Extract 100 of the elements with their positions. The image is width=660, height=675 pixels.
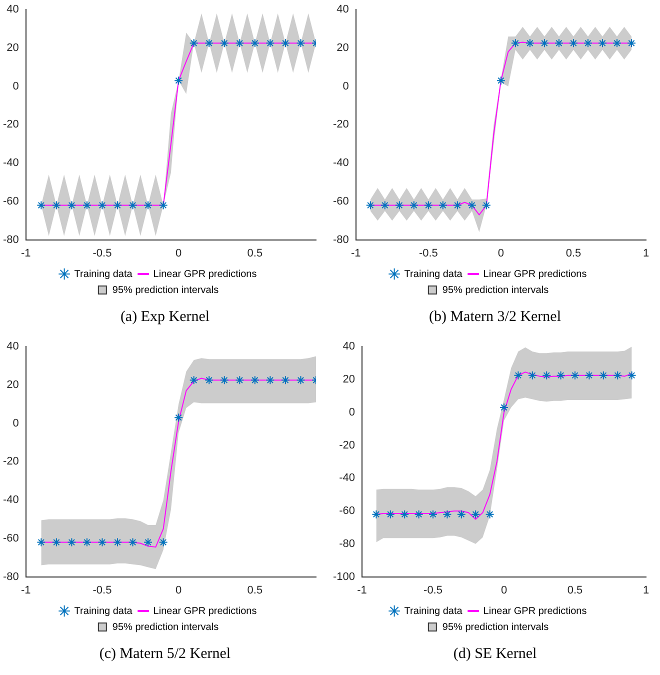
legend-label: Linear GPR predictions	[153, 268, 257, 280]
point	[296, 376, 306, 385]
point	[220, 376, 229, 385]
legend-label: Linear GPR predictions	[483, 268, 587, 280]
x-tick-label: -1	[357, 584, 367, 596]
text: (c) Matern 5/2 Kernel	[98, 646, 232, 663]
point	[542, 370, 552, 380]
point	[67, 200, 76, 210]
point	[36, 538, 46, 547]
point	[52, 538, 61, 547]
point	[598, 370, 608, 380]
y-tick-label: 40	[336, 4, 349, 16]
y-tick-label: -60	[2, 195, 19, 208]
point	[467, 200, 476, 210]
point	[158, 200, 168, 210]
y-tick-label: -40	[2, 157, 19, 170]
point	[204, 38, 214, 48]
legend-label: 95% prediction intervals	[112, 284, 219, 296]
point	[394, 200, 404, 210]
y-tick-label: -80	[339, 538, 356, 550]
point	[128, 538, 138, 547]
point	[510, 38, 520, 48]
y-tick-label: -40	[339, 472, 356, 484]
x-tick-label: 0	[500, 584, 508, 596]
y-tick-label: -20	[332, 118, 349, 131]
point	[52, 200, 61, 210]
point	[442, 510, 452, 519]
y-tick-label: 0	[12, 80, 19, 92]
point	[452, 200, 462, 210]
point	[98, 200, 107, 210]
point	[82, 538, 92, 547]
x-tick-label: 1	[642, 247, 650, 260]
legend-label: 95% prediction intervals	[442, 284, 549, 296]
point	[235, 38, 244, 48]
x-tick-label: 0.5	[247, 247, 263, 260]
y-tick-label: 20	[6, 42, 19, 54]
y-tick-label: -60	[332, 195, 349, 208]
point	[414, 510, 424, 519]
point	[627, 370, 636, 380]
point	[626, 38, 636, 48]
text: (d) SE Kernel	[452, 646, 538, 663]
point	[556, 370, 566, 380]
text: (b) Matern 3/2 Kernel	[428, 309, 562, 326]
legend-label: Training data	[404, 268, 463, 280]
x-tick-label: 1	[642, 584, 650, 596]
point	[485, 510, 494, 519]
point	[144, 200, 153, 210]
text: (a) Exp Kernel	[119, 309, 211, 326]
point	[266, 376, 275, 385]
point	[568, 38, 578, 48]
y-tick-label: -20	[339, 439, 356, 452]
point	[424, 200, 433, 210]
point	[386, 510, 395, 519]
point	[113, 538, 122, 547]
y-tick-label: -20	[2, 118, 19, 131]
y-tick-label: -60	[2, 532, 19, 544]
point	[128, 200, 138, 210]
point	[67, 538, 76, 547]
point	[380, 200, 390, 210]
point	[204, 376, 214, 385]
point	[250, 38, 260, 48]
y-tick-label: 20	[342, 374, 356, 386]
point	[482, 200, 491, 210]
x-tick-label: 0	[176, 247, 182, 260]
point	[584, 370, 594, 380]
x-tick-label: 0	[176, 584, 182, 596]
point	[500, 402, 509, 412]
x-tick-label: -0.5	[92, 584, 112, 596]
point	[598, 38, 607, 48]
point	[280, 376, 290, 385]
x-tick-label: 0	[498, 247, 504, 260]
y-tick-label: 40	[6, 340, 19, 353]
point	[612, 38, 622, 48]
point	[189, 376, 198, 385]
legend-label: Linear GPR predictions	[153, 606, 257, 617]
x-tick-label: 0.5	[566, 247, 582, 260]
legend-label: 95% prediction intervals	[442, 622, 549, 633]
point	[266, 38, 275, 48]
y-tick-label: -60	[339, 505, 356, 518]
x-tick-label: -1	[21, 247, 31, 260]
point	[496, 76, 506, 86]
x-tick-label: -0.5	[424, 584, 442, 596]
point	[372, 510, 381, 519]
point	[36, 200, 46, 210]
legend-label: Training data	[74, 606, 133, 617]
y-tick-label: 0	[348, 406, 356, 418]
x-tick-label: -0.5	[92, 247, 112, 260]
y-tick-label: 20	[336, 42, 349, 54]
y-tick-label: 40	[6, 4, 19, 16]
legend-label: Linear GPR predictions	[483, 606, 587, 617]
point	[158, 538, 168, 547]
point	[525, 38, 534, 48]
y-tick-label: -40	[332, 157, 349, 170]
point	[471, 510, 480, 519]
point	[514, 370, 523, 380]
point	[144, 538, 153, 547]
y-tick-label: -80	[2, 234, 19, 246]
y-tick-label: 0	[12, 417, 19, 430]
point	[98, 538, 107, 547]
legend-label: Training data	[404, 606, 463, 617]
